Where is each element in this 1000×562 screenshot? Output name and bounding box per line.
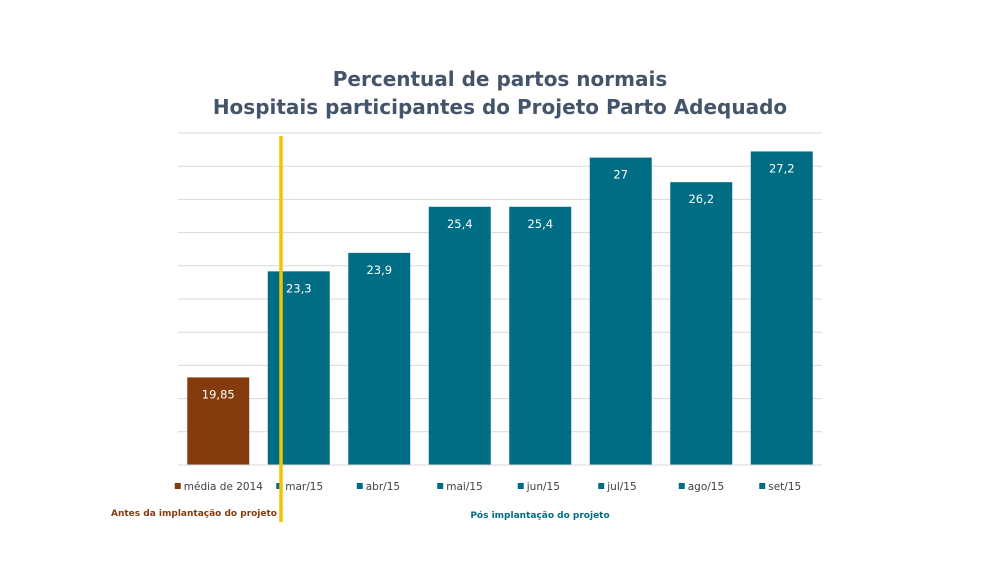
bar-2 — [267, 271, 330, 465]
category-marker-3 — [356, 483, 363, 489]
category-marker-6 — [598, 483, 605, 489]
bar-6 — [589, 157, 652, 465]
category-label-4: mai/15 — [446, 481, 482, 493]
chart-title-line-1: Percentual de partos normais — [333, 67, 667, 91]
category-label-5: jun/15 — [526, 481, 560, 493]
bar-8 — [750, 151, 813, 465]
bar-4 — [428, 206, 491, 465]
category-marker-4 — [437, 483, 444, 489]
before-implementation-label: Antes da implantação do projeto — [111, 509, 277, 519]
category-label-2: mar/15 — [285, 481, 323, 493]
bar-1 — [187, 377, 250, 465]
category-label-6: jul/15 — [606, 481, 636, 493]
data-label-8: 27,2 — [769, 161, 795, 175]
data-label-2: 23,3 — [286, 281, 312, 295]
category-label-1: média de 2014 — [184, 481, 264, 493]
bar-3 — [348, 252, 411, 465]
category-label-8: set/15 — [768, 481, 801, 493]
chart-title-line-2: Hospitais participantes do Projeto Parto… — [213, 95, 787, 119]
category-marker-7 — [678, 483, 685, 489]
data-label-5: 25,4 — [527, 217, 553, 231]
category-marker-8 — [759, 483, 766, 489]
after-implementation-label: Pós implantação do projeto — [470, 510, 609, 521]
data-label-7: 26,2 — [688, 192, 714, 206]
category-label-7: ago/15 — [688, 481, 724, 493]
bars — [187, 151, 813, 465]
data-label-6: 27 — [613, 168, 628, 182]
category-marker-1 — [174, 483, 181, 489]
data-labels: 19,85 23,3 23,9 25,4 25,4 27 26,2 27,2 — [202, 161, 795, 401]
bar-5 — [509, 206, 572, 465]
category-labels: média de 2014 mar/15 abr/15 mai/15 jun/15 jul… — [174, 481, 801, 493]
data-label-1: 19,85 — [202, 387, 235, 401]
data-label-4: 25,4 — [447, 217, 473, 231]
category-label-3: abr/15 — [366, 481, 400, 493]
category-marker-5 — [517, 483, 524, 489]
bar-7 — [670, 182, 733, 465]
chart-title: Percentual de partos normais Hospitais p… — [213, 67, 787, 119]
data-label-3: 23,9 — [366, 263, 392, 277]
